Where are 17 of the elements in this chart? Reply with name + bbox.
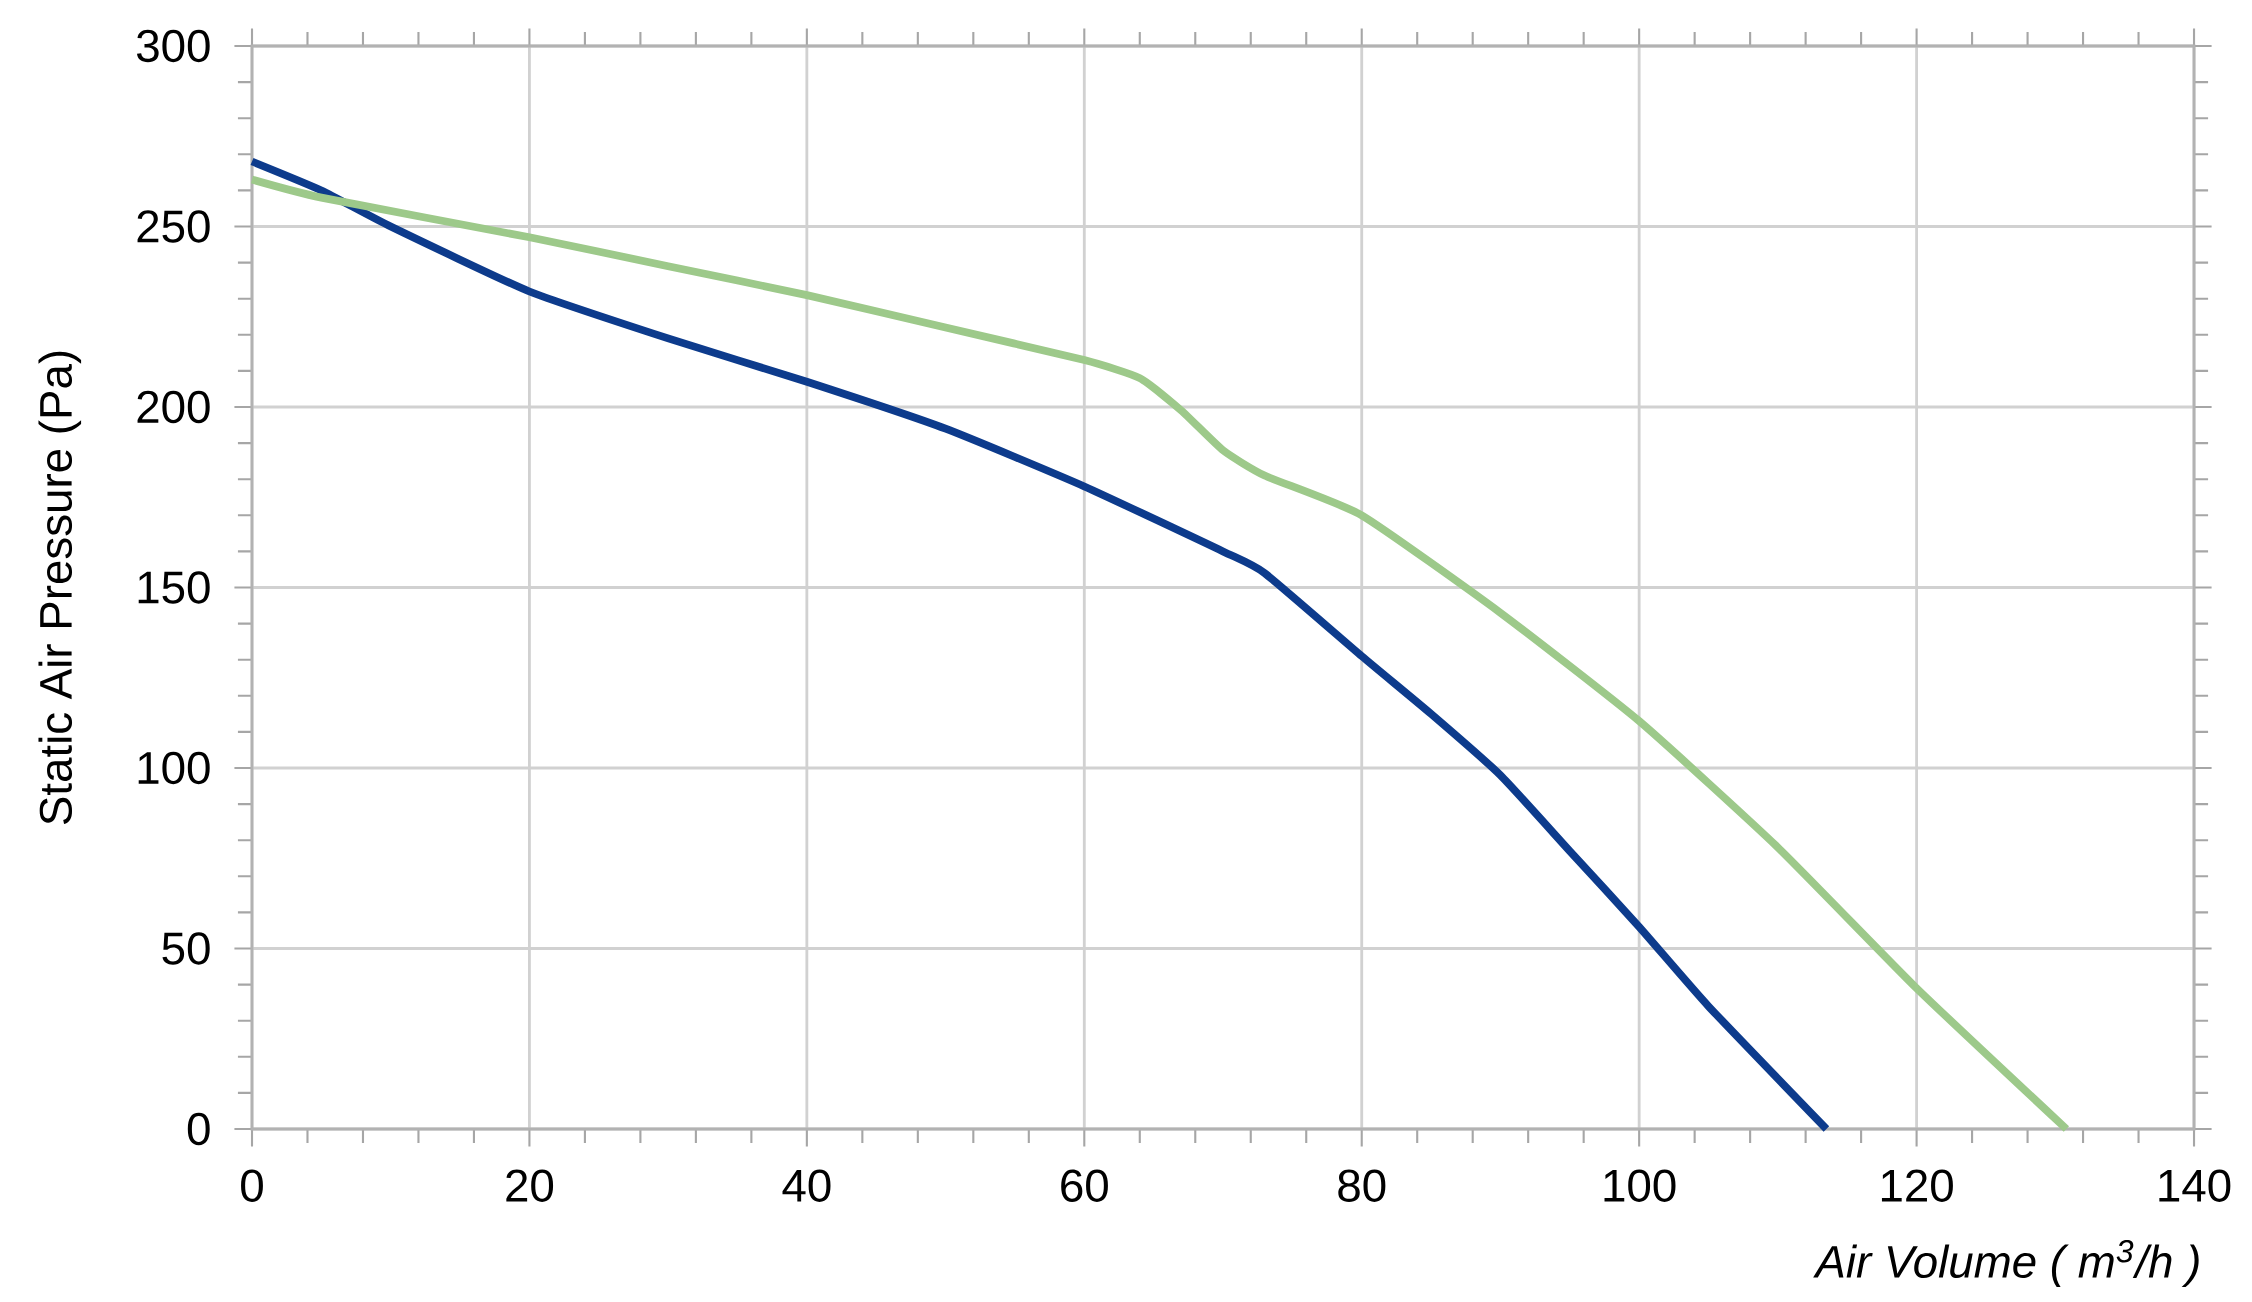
- x-tick-label: 140: [2159, 1169, 2231, 1202]
- y-tick-label: 200: [137, 390, 210, 424]
- x-tick-label: 60: [1061, 1169, 1108, 1202]
- x-tick-label: 120: [1881, 1169, 1953, 1202]
- y-tick-label: 300: [137, 29, 210, 63]
- x-tick-label: 40: [782, 1169, 831, 1202]
- y-tick-label: 150: [138, 571, 210, 604]
- x-tick-label: 0: [241, 1169, 263, 1202]
- y-axis-title: Static Air Pressure (Pa): [38, 351, 82, 825]
- y-tick-label: 50: [162, 932, 210, 965]
- x-tick-label: 100: [1604, 1169, 1676, 1202]
- y-tick-label: 250: [137, 210, 210, 243]
- y-tick-label: 100: [138, 751, 210, 785]
- x-tick-label: 20: [506, 1169, 554, 1202]
- x-axis-title: Air Volume ( m$^{3}$/h ): [1813, 1239, 2199, 1288]
- y-tick-label: 0: [187, 1112, 210, 1146]
- x-tick-label: 80: [1338, 1169, 1386, 1202]
